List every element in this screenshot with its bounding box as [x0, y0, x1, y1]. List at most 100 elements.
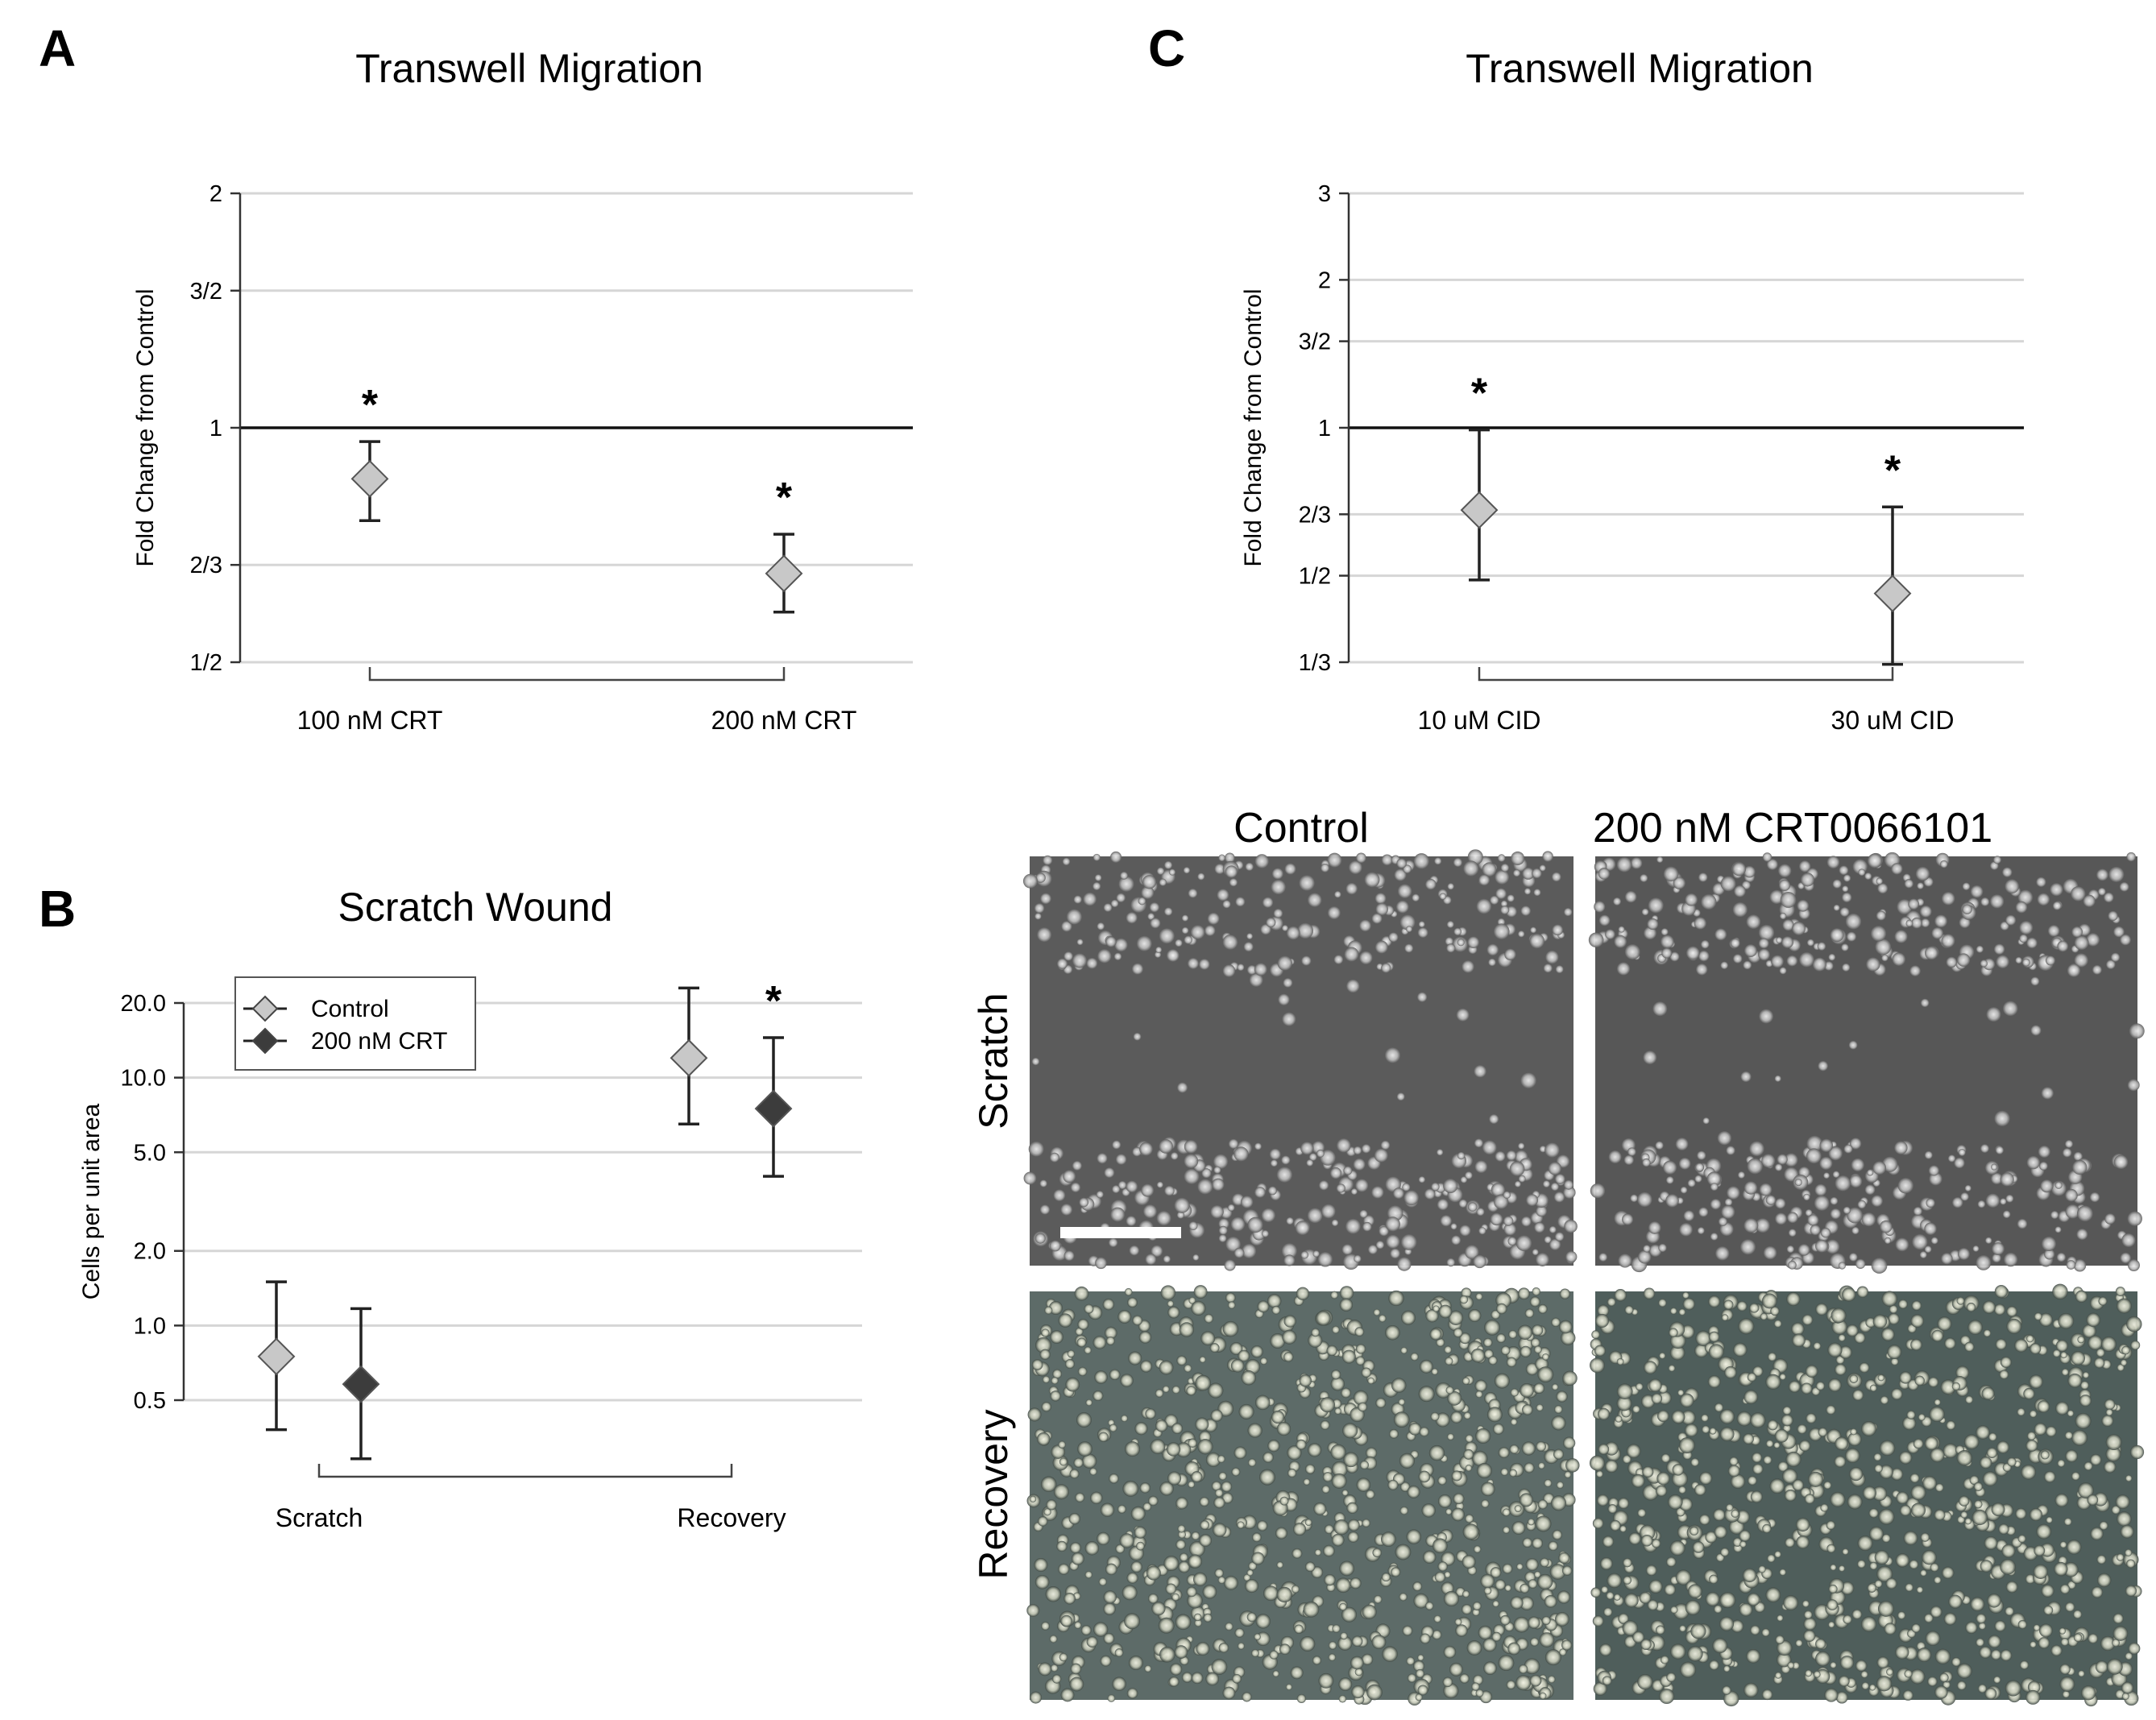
cell — [1347, 1531, 1359, 1543]
cell — [1312, 1250, 1320, 1258]
cell — [1639, 1592, 1652, 1604]
cell — [1759, 1009, 1774, 1024]
cell — [1313, 1502, 1327, 1515]
cell — [1712, 1638, 1728, 1654]
cell — [1769, 889, 1785, 905]
cell — [2027, 1681, 2041, 1694]
cell — [1815, 1303, 1828, 1316]
cell — [1359, 951, 1373, 965]
cell — [1126, 1688, 1138, 1699]
cell — [2076, 1205, 2093, 1222]
cell — [1983, 1329, 1992, 1337]
cell — [1327, 906, 1341, 920]
cell — [1081, 1453, 1097, 1469]
cell — [1301, 955, 1312, 966]
cell — [2054, 1181, 2063, 1189]
cell — [1761, 1154, 1776, 1168]
cell — [2005, 914, 2017, 926]
cell — [1222, 964, 1236, 977]
cell — [1995, 1338, 2007, 1350]
cell — [1731, 1509, 1739, 1518]
cell — [1864, 1184, 1876, 1196]
micrograph-col-title-treated: 200 nM CRT0066101 — [1593, 805, 1992, 852]
cell — [1709, 1574, 1719, 1585]
cell — [1058, 1440, 1066, 1449]
micrograph-grid: Control 200 nM CRT0066101 Scratch Recove… — [971, 805, 2145, 1707]
cell — [1100, 1502, 1115, 1517]
cell — [1445, 1508, 1453, 1515]
cell — [1894, 930, 1908, 943]
chart-c-ytick-label: 2/3 — [1299, 502, 1331, 528]
cell — [1807, 1471, 1823, 1487]
cell — [1462, 1523, 1479, 1540]
cell — [1539, 1692, 1547, 1700]
cell — [1666, 1672, 1677, 1682]
cell — [1954, 1157, 1965, 1169]
cell — [1224, 852, 1235, 864]
cell — [2121, 1233, 2136, 1248]
cell — [1964, 1518, 1971, 1525]
cell — [2002, 1210, 2011, 1219]
cell — [1235, 897, 1246, 907]
cell — [1481, 1499, 1490, 1508]
cell — [1788, 1229, 1797, 1237]
cell — [1803, 1617, 1817, 1631]
cell — [1942, 1681, 1951, 1689]
cell — [1156, 1181, 1163, 1188]
cell — [1774, 1672, 1782, 1679]
cell — [1623, 1576, 1632, 1585]
cell — [1145, 1408, 1156, 1420]
cell — [1085, 1399, 1093, 1407]
cell — [1787, 1661, 1795, 1669]
cell — [1205, 1672, 1220, 1686]
cell — [1839, 1345, 1852, 1359]
cell — [1748, 1476, 1757, 1486]
chart-c-significance-star: * — [1884, 447, 1901, 494]
cell — [1876, 1565, 1893, 1582]
cell — [1225, 1622, 1233, 1631]
cell — [1127, 1297, 1138, 1308]
cell — [1031, 1359, 1043, 1370]
cell — [1724, 1366, 1737, 1379]
cell — [2063, 1517, 2072, 1526]
cell — [1565, 1250, 1578, 1263]
cell — [1683, 1210, 1695, 1221]
cell — [1327, 852, 1342, 868]
cell — [1312, 1656, 1321, 1665]
cell — [1345, 979, 1360, 993]
cell — [2025, 1335, 2034, 1343]
cell — [1776, 936, 1783, 944]
cell — [1851, 1226, 1860, 1235]
cell — [1506, 1357, 1517, 1368]
cell — [1944, 1337, 1956, 1349]
cell — [1956, 1681, 1967, 1691]
cell — [1166, 948, 1180, 962]
chart-c-category-bracket — [1478, 667, 1894, 682]
cell — [1281, 1155, 1291, 1165]
cell — [1685, 946, 1700, 960]
cell — [1934, 914, 1948, 928]
cell — [1943, 1612, 1957, 1626]
cell — [1307, 1208, 1323, 1224]
cell — [2059, 1627, 2066, 1635]
cell — [1557, 1590, 1571, 1604]
cell — [2057, 1459, 2066, 1468]
cell — [1786, 1291, 1801, 1307]
cell — [1792, 1333, 1806, 1347]
cell — [1616, 1395, 1632, 1411]
cell — [2062, 1148, 2072, 1158]
cell — [2029, 1374, 2043, 1389]
cell — [2030, 1343, 2042, 1355]
cell — [1495, 1150, 1506, 1162]
cell — [1077, 1366, 1088, 1377]
cell — [1322, 1472, 1333, 1482]
cell — [1775, 1212, 1787, 1225]
cell — [1362, 1221, 1372, 1232]
cell — [1565, 1458, 1580, 1473]
cell — [1851, 1158, 1865, 1172]
cell — [1819, 1156, 1833, 1171]
cell — [1919, 905, 1932, 918]
cell — [1777, 1154, 1788, 1165]
cell — [1818, 1427, 1828, 1437]
cell — [1155, 1420, 1168, 1432]
